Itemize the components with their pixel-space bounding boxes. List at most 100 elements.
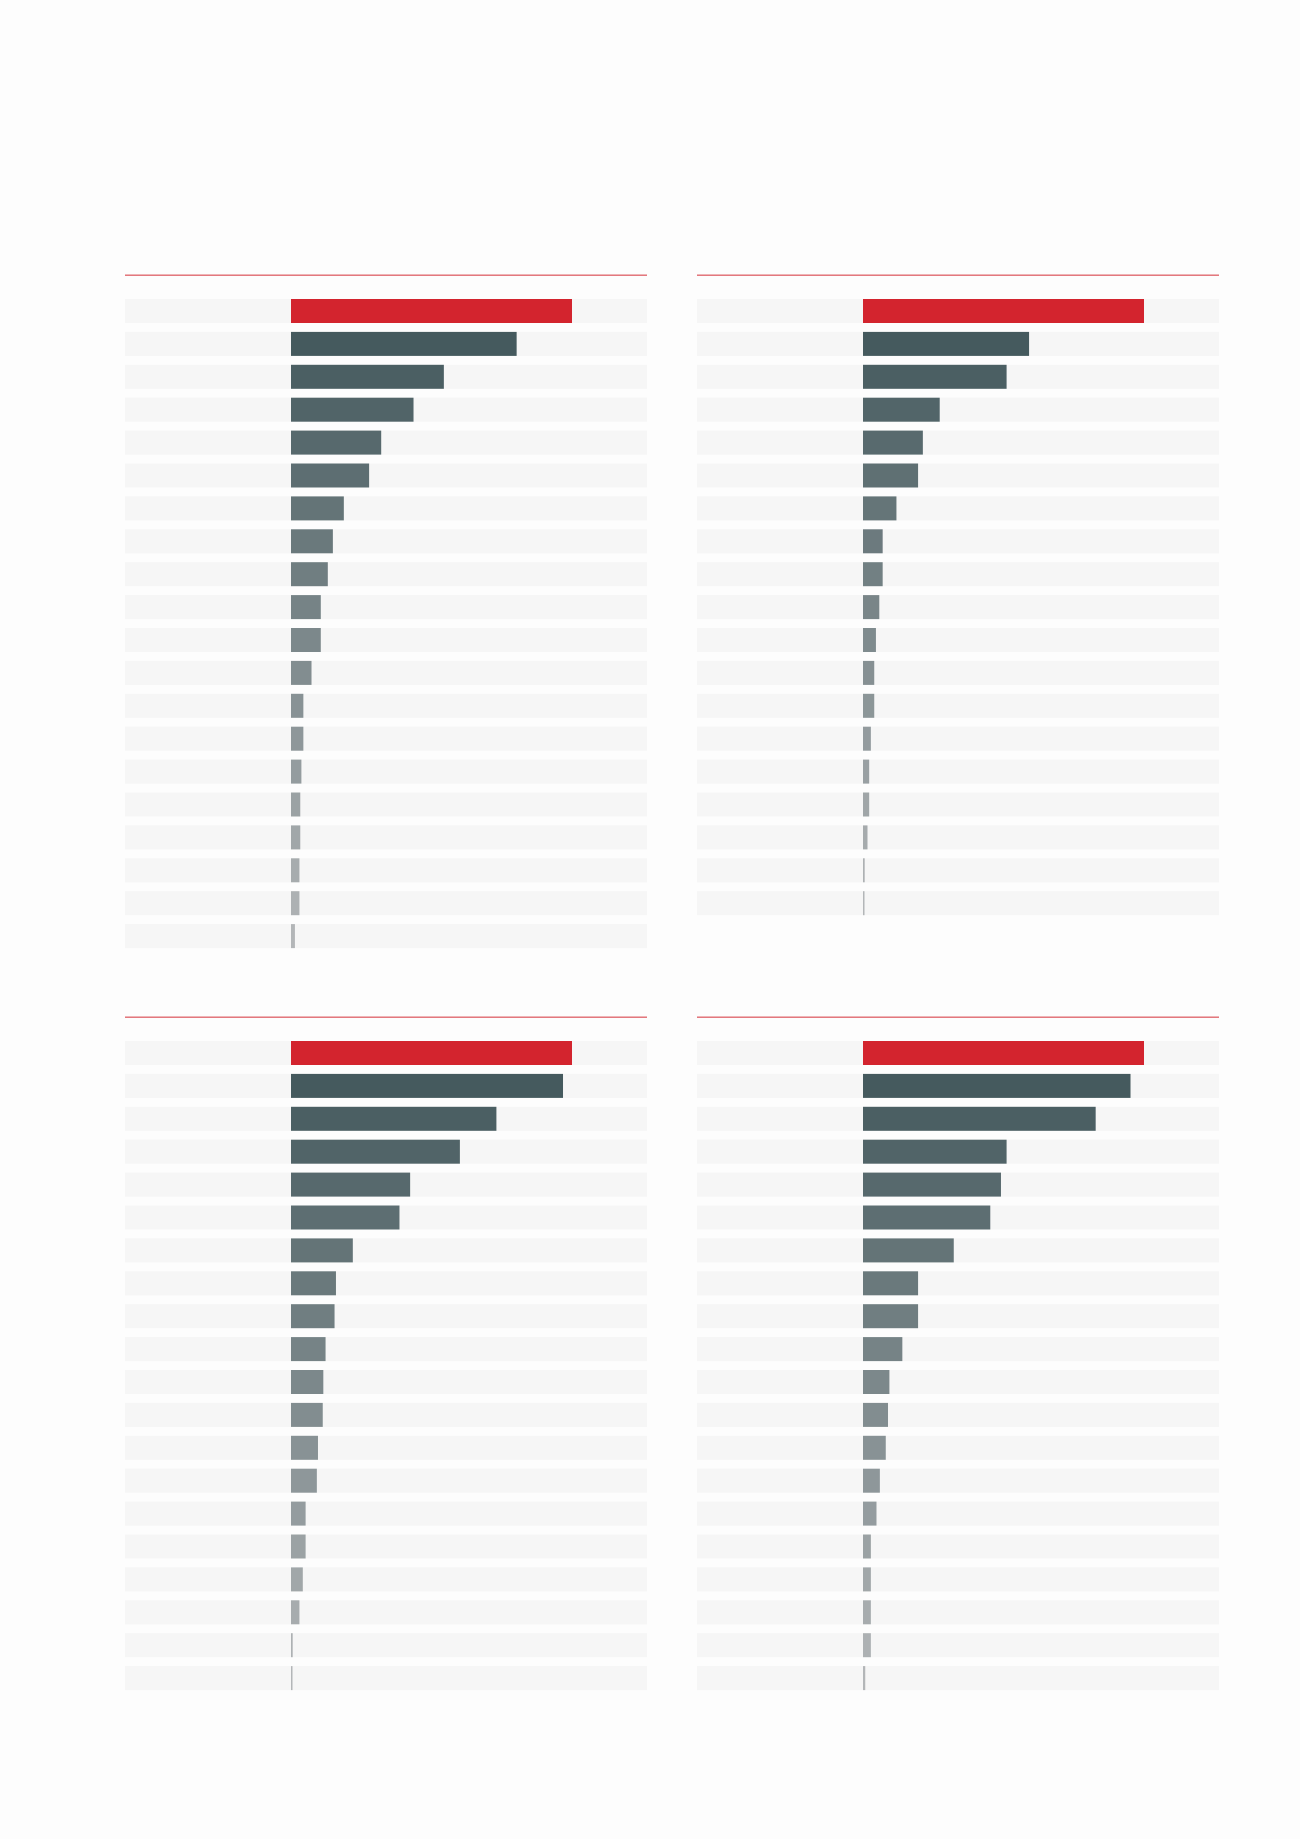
bar bbox=[863, 463, 919, 488]
bar bbox=[863, 726, 871, 751]
row-background bbox=[697, 759, 1219, 784]
bar bbox=[291, 496, 344, 521]
bar bbox=[863, 1567, 871, 1592]
row-background bbox=[125, 759, 647, 784]
chart-rule bbox=[125, 1016, 647, 1018]
row-background bbox=[125, 1337, 647, 1362]
bar bbox=[863, 1534, 871, 1559]
row-background bbox=[125, 1370, 647, 1394]
row-background bbox=[125, 1271, 647, 1296]
row-background bbox=[125, 562, 647, 587]
bar-highlight bbox=[863, 299, 1144, 323]
row-background bbox=[125, 1468, 647, 1493]
bar-highlight bbox=[291, 299, 572, 323]
bar bbox=[863, 397, 940, 422]
bar bbox=[291, 1567, 303, 1592]
row-background bbox=[697, 628, 1219, 652]
row-background bbox=[697, 1304, 1219, 1329]
bar bbox=[291, 1370, 324, 1394]
row-background bbox=[697, 1337, 1219, 1362]
row-background bbox=[697, 496, 1219, 521]
row-background bbox=[697, 529, 1219, 554]
row-background bbox=[697, 792, 1219, 817]
bar bbox=[863, 1106, 1096, 1131]
bar bbox=[863, 891, 865, 916]
bar bbox=[863, 1468, 880, 1493]
bar bbox=[863, 1600, 871, 1625]
bar bbox=[863, 562, 883, 587]
bar bbox=[291, 1666, 293, 1691]
row-background bbox=[697, 1468, 1219, 1493]
bar bbox=[863, 364, 1007, 389]
bar-chart-bottom-right bbox=[697, 1016, 1219, 1691]
row-background bbox=[125, 1402, 647, 1427]
bar bbox=[863, 1370, 890, 1394]
row-background bbox=[697, 463, 1219, 488]
bar bbox=[863, 430, 923, 455]
bar bbox=[863, 1073, 1131, 1098]
row-background bbox=[125, 1633, 647, 1658]
bar bbox=[863, 693, 875, 718]
chart-rule bbox=[125, 274, 647, 276]
bar bbox=[863, 1666, 866, 1691]
row-background bbox=[125, 825, 647, 850]
bar bbox=[863, 1172, 1001, 1197]
row-background bbox=[697, 1567, 1219, 1592]
row-background bbox=[125, 430, 647, 455]
row-background bbox=[697, 562, 1219, 587]
row-background bbox=[697, 1600, 1219, 1625]
bar bbox=[291, 1435, 318, 1460]
row-background bbox=[125, 496, 647, 521]
bar bbox=[863, 529, 883, 554]
bar bbox=[863, 1139, 1007, 1164]
row-background bbox=[125, 1238, 647, 1263]
row-background bbox=[125, 1534, 647, 1559]
bar-chart-top-right bbox=[697, 274, 1219, 916]
row-background bbox=[125, 529, 647, 554]
bar bbox=[863, 660, 875, 685]
row-background bbox=[697, 825, 1219, 850]
row-background bbox=[697, 660, 1219, 685]
bar bbox=[291, 1073, 564, 1098]
bar bbox=[291, 529, 333, 554]
row-background bbox=[697, 693, 1219, 718]
row-background bbox=[697, 1501, 1219, 1526]
bar bbox=[291, 759, 302, 784]
row-background bbox=[125, 1567, 647, 1592]
bar bbox=[291, 1534, 306, 1559]
bar bbox=[863, 1501, 877, 1526]
row-background bbox=[697, 430, 1219, 455]
row-background bbox=[697, 1435, 1219, 1460]
bar bbox=[291, 364, 444, 389]
bar bbox=[291, 1402, 323, 1427]
bar bbox=[291, 463, 370, 488]
row-background bbox=[125, 595, 647, 620]
bar bbox=[291, 628, 321, 652]
row-background bbox=[697, 1238, 1219, 1263]
bar bbox=[863, 1435, 886, 1460]
bar bbox=[863, 1402, 889, 1427]
row-background bbox=[125, 858, 647, 883]
row-background bbox=[697, 1402, 1219, 1427]
row-background bbox=[697, 891, 1219, 916]
bar bbox=[291, 693, 304, 718]
bar bbox=[863, 595, 880, 620]
row-background bbox=[125, 660, 647, 685]
row-background bbox=[697, 397, 1219, 422]
bar bbox=[291, 858, 300, 883]
row-background bbox=[125, 891, 647, 916]
row-background bbox=[697, 1666, 1219, 1691]
row-background bbox=[125, 1666, 647, 1691]
bar bbox=[863, 792, 870, 817]
row-background bbox=[697, 858, 1219, 883]
bar bbox=[291, 1600, 300, 1625]
row-background bbox=[125, 628, 647, 652]
row-background bbox=[125, 726, 647, 751]
row-background bbox=[697, 1271, 1219, 1296]
row-background bbox=[125, 924, 647, 949]
row-background bbox=[125, 792, 647, 817]
bar bbox=[291, 562, 328, 587]
bar bbox=[291, 397, 414, 422]
bar bbox=[863, 825, 868, 850]
